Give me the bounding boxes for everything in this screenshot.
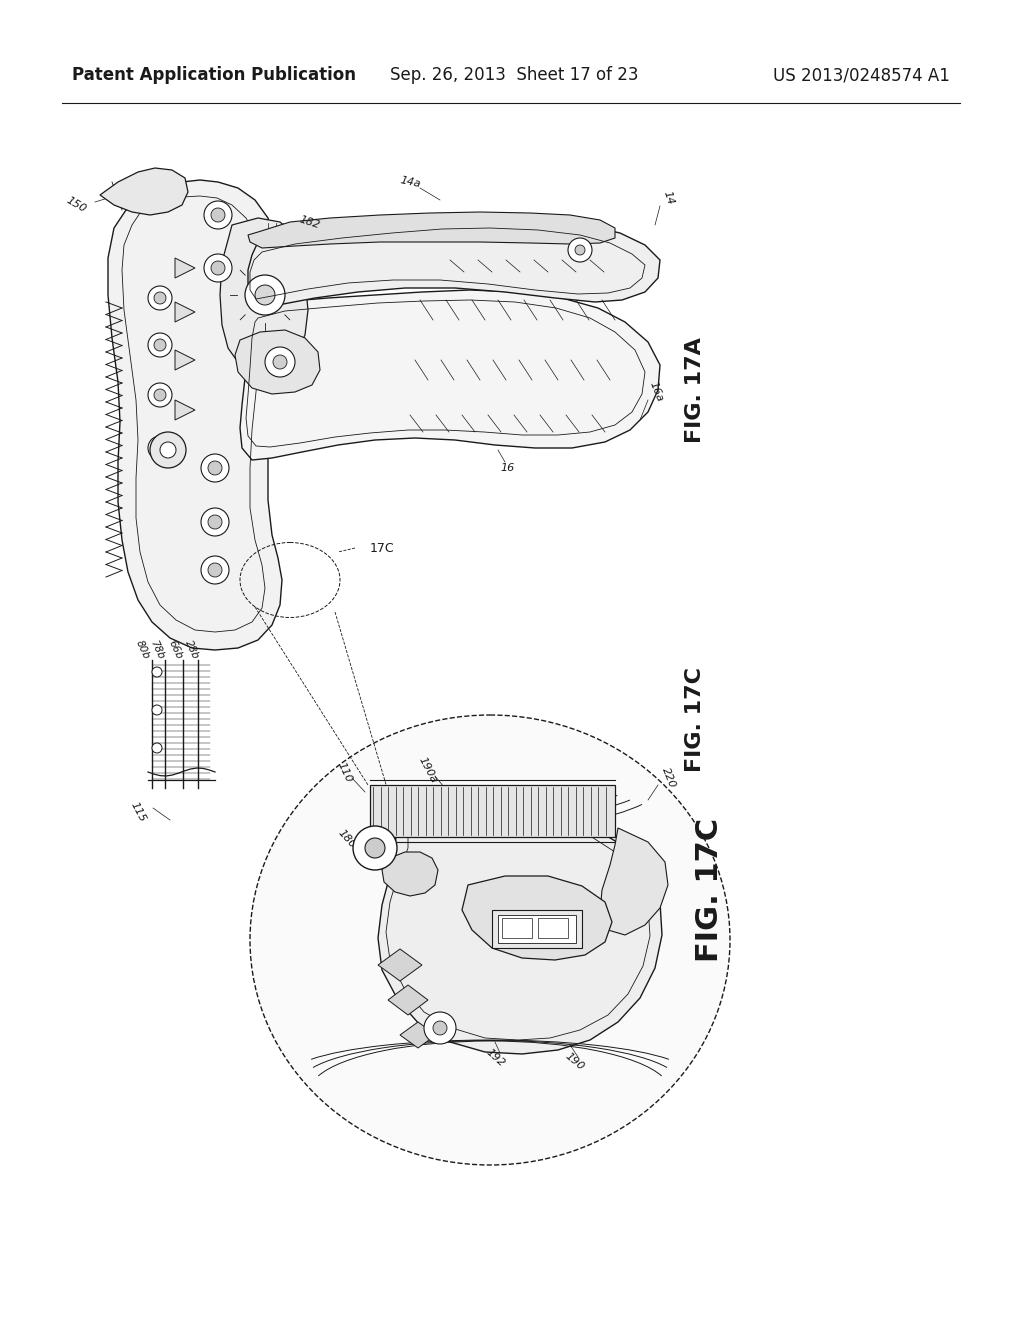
- Text: 192: 192: [483, 1047, 506, 1069]
- Polygon shape: [100, 168, 188, 215]
- Circle shape: [208, 515, 222, 529]
- Circle shape: [265, 347, 295, 378]
- Circle shape: [154, 442, 166, 454]
- Text: 17C: 17C: [370, 541, 394, 554]
- Text: 14a: 14a: [398, 176, 421, 189]
- Bar: [195, 508, 240, 531]
- Circle shape: [152, 667, 162, 677]
- Polygon shape: [175, 350, 195, 370]
- Text: 220: 220: [660, 766, 677, 789]
- Circle shape: [204, 253, 232, 282]
- Text: 182: 182: [298, 214, 322, 230]
- Polygon shape: [234, 330, 319, 393]
- Circle shape: [201, 556, 229, 583]
- Text: 28b: 28b: [183, 639, 201, 661]
- Circle shape: [150, 432, 186, 469]
- Polygon shape: [240, 290, 660, 459]
- Circle shape: [148, 333, 172, 356]
- Circle shape: [208, 461, 222, 475]
- Polygon shape: [175, 302, 195, 322]
- Text: Patent Application Publication: Patent Application Publication: [72, 66, 356, 84]
- Text: 190a: 190a: [417, 755, 439, 785]
- Polygon shape: [388, 985, 428, 1015]
- Text: FIG. 17C: FIG. 17C: [685, 668, 705, 772]
- Polygon shape: [378, 808, 662, 1053]
- Circle shape: [245, 275, 285, 315]
- Circle shape: [201, 454, 229, 482]
- Polygon shape: [600, 828, 668, 935]
- Text: 115: 115: [129, 800, 148, 824]
- Circle shape: [152, 743, 162, 752]
- Bar: [498, 915, 575, 942]
- Polygon shape: [220, 218, 308, 372]
- Circle shape: [148, 436, 172, 459]
- Text: 150: 150: [65, 195, 88, 215]
- Polygon shape: [175, 400, 195, 420]
- Circle shape: [160, 442, 176, 458]
- Text: 16: 16: [501, 463, 515, 473]
- Polygon shape: [108, 180, 282, 649]
- Circle shape: [255, 285, 275, 305]
- Circle shape: [273, 355, 287, 370]
- Circle shape: [148, 286, 172, 310]
- Text: FIG. 17C: FIG. 17C: [695, 818, 725, 962]
- Polygon shape: [400, 1022, 436, 1048]
- Text: 180': 180': [336, 828, 360, 853]
- Bar: [538, 917, 568, 939]
- Polygon shape: [248, 213, 615, 248]
- Text: 16a: 16a: [648, 380, 666, 404]
- Polygon shape: [382, 851, 438, 896]
- Circle shape: [424, 1012, 456, 1044]
- Ellipse shape: [250, 715, 730, 1166]
- Text: Sep. 26, 2013  Sheet 17 of 23: Sep. 26, 2013 Sheet 17 of 23: [390, 66, 639, 84]
- Circle shape: [154, 339, 166, 351]
- Text: US 2013/0248574 A1: US 2013/0248574 A1: [773, 66, 950, 84]
- Text: FIG. 17A: FIG. 17A: [685, 337, 705, 444]
- Circle shape: [568, 238, 592, 261]
- Polygon shape: [378, 949, 422, 981]
- Circle shape: [201, 508, 229, 536]
- Text: 190: 190: [563, 1051, 587, 1073]
- Bar: [195, 535, 240, 556]
- Text: 66b: 66b: [166, 639, 183, 661]
- Polygon shape: [175, 257, 195, 279]
- Circle shape: [575, 246, 585, 255]
- Polygon shape: [462, 876, 612, 960]
- Circle shape: [433, 1020, 447, 1035]
- Circle shape: [353, 826, 397, 870]
- Circle shape: [211, 261, 225, 275]
- Circle shape: [211, 209, 225, 222]
- Polygon shape: [248, 218, 660, 308]
- Text: 80b: 80b: [134, 639, 152, 661]
- Text: 110: 110: [336, 760, 354, 784]
- Bar: [370, 785, 615, 837]
- Circle shape: [154, 292, 166, 304]
- Circle shape: [152, 705, 162, 715]
- Text: 78b: 78b: [148, 639, 166, 661]
- Circle shape: [365, 838, 385, 858]
- Circle shape: [148, 383, 172, 407]
- Bar: [502, 917, 532, 939]
- Circle shape: [204, 201, 232, 228]
- Text: 14: 14: [662, 190, 676, 206]
- Circle shape: [154, 389, 166, 401]
- Bar: [492, 909, 582, 948]
- Circle shape: [208, 564, 222, 577]
